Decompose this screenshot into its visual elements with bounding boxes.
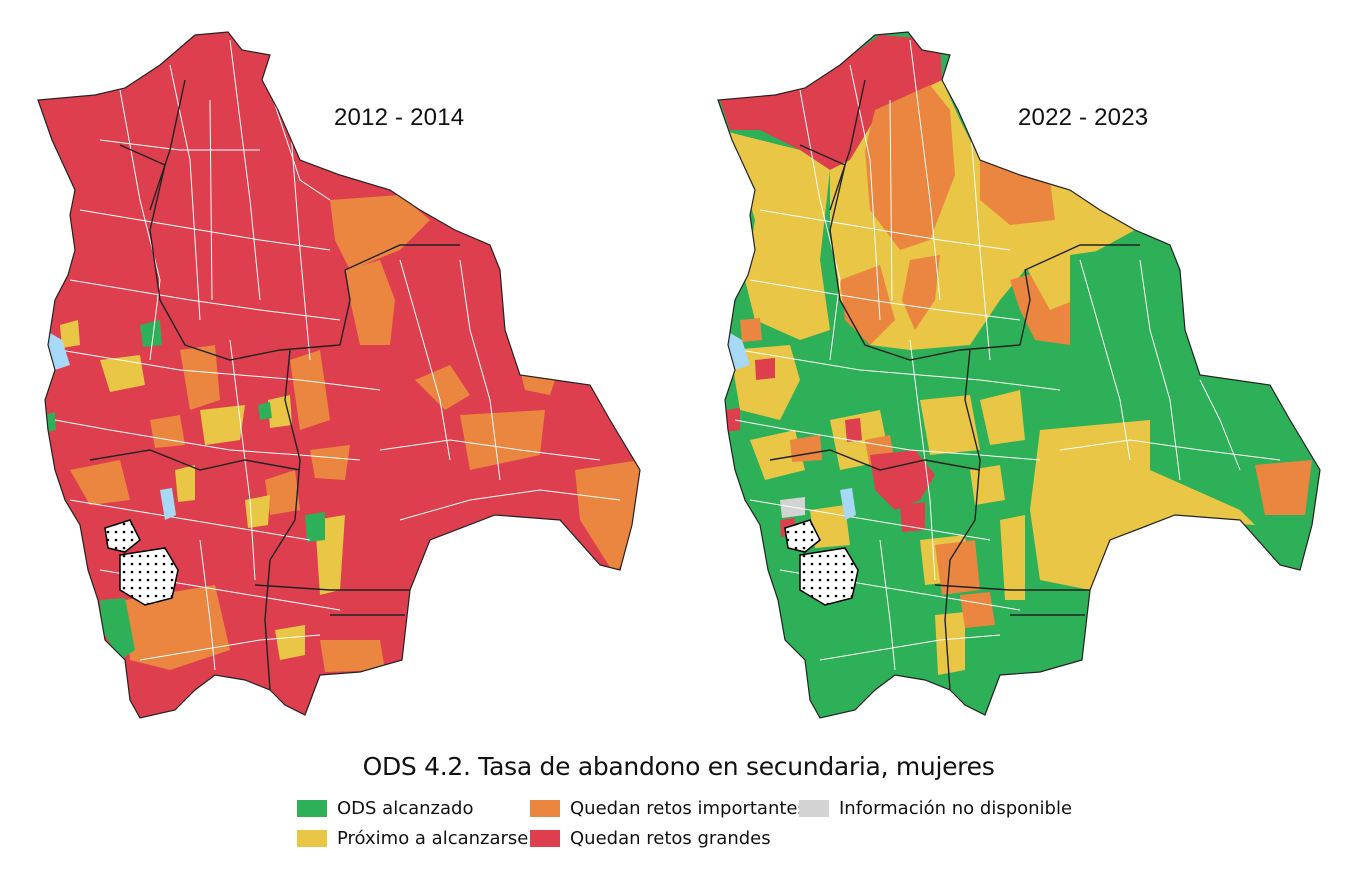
department-borders-right — [769, 79, 1140, 691]
region-orange-east — [1255, 460, 1312, 515]
map-2022-2023: 2022 - 2023 — [680, 0, 1357, 740]
region-yellow-south-2 — [1000, 515, 1025, 600]
legend-item-proximo: Próximo a alcanzarse — [297, 827, 528, 849]
bolivia-outline-left — [38, 32, 640, 718]
region-yellow-5 — [175, 465, 195, 502]
region-yellow-1 — [100, 355, 145, 392]
map-2012-2014-svg — [37, 31, 641, 719]
region-orange-north-4 — [902, 255, 940, 330]
region-orange-14 — [310, 445, 350, 480]
lake-poopo-left — [160, 488, 176, 520]
municipal-lines-left — [54, 39, 621, 671]
region-green-3 — [305, 512, 325, 542]
region-orange-7 — [180, 345, 220, 410]
legend-item-retos-importantes: Quedan retos importantes — [530, 797, 807, 819]
region-yellow-southeast — [1030, 420, 1255, 590]
municipalities-left — [38, 39, 640, 691]
country-border-right — [717, 31, 1321, 719]
legend-label: Quedan retos importantes — [570, 797, 807, 819]
region-orange-4 — [460, 410, 545, 470]
salt-flat-1-left — [104, 519, 141, 553]
salt-flat-1-right — [784, 519, 821, 553]
region-yellow-2 — [200, 405, 245, 445]
region-orange-3 — [415, 365, 470, 410]
legend-label: Próximo a alcanzarse — [337, 827, 529, 849]
region-yellow-center-2 — [920, 395, 980, 455]
region-orange-12 — [265, 470, 300, 515]
legend-item-retos-grandes: Quedan retos grandes — [530, 827, 771, 849]
salt-flat-2-left — [119, 547, 179, 606]
region-yellow-7 — [245, 495, 270, 528]
legend-swatch-gray — [799, 799, 829, 817]
municipalities-right — [718, 35, 1320, 691]
period-label-left: 2012 - 2014 — [334, 104, 465, 131]
region-yellow-center-3 — [980, 390, 1025, 445]
period-label-right: 2022 - 2023 — [1018, 104, 1149, 131]
region-orange-west-1 — [740, 318, 762, 342]
region-orange-11 — [320, 640, 385, 672]
region-orange-8 — [290, 350, 330, 430]
region-green-east — [1070, 245, 1320, 570]
region-red-center-1 — [870, 450, 935, 510]
map-title: ODS 4.2. Tasa de abandono en secundaria,… — [362, 752, 995, 781]
region-orange-center-2 — [935, 540, 980, 595]
region-red-west-1 — [755, 358, 775, 380]
map-2012-2014: 2012 - 2014 — [0, 0, 680, 740]
department-borders-left — [89, 79, 460, 691]
region-orange-6 — [575, 460, 640, 575]
country-border-left — [37, 31, 641, 719]
legend-item-no-disponible: Información no disponible — [799, 797, 1072, 819]
region-red-north — [720, 35, 942, 170]
region-yellow-6 — [275, 625, 305, 660]
region-yellow-8 — [60, 320, 80, 348]
region-orange-13 — [150, 415, 185, 448]
region-yellow-south-1 — [935, 612, 965, 675]
legend-swatch-red — [530, 829, 560, 847]
region-green-1 — [100, 598, 135, 660]
lake-poopo-right — [840, 488, 856, 520]
legend-label: Quedan retos grandes — [570, 827, 771, 849]
region-orange-north-1 — [865, 85, 955, 250]
region-orange-1 — [330, 195, 430, 270]
region-orange-center-3 — [960, 592, 995, 628]
legend-swatch-yellow — [297, 829, 327, 847]
legend-swatch-green — [297, 799, 327, 817]
legend-label: Información no disponible — [839, 797, 1073, 819]
salt-flat-2-right — [799, 547, 859, 606]
region-red-center-2 — [900, 502, 925, 532]
map-2022-2023-svg — [717, 31, 1321, 719]
region-yellow-center-4 — [810, 505, 850, 548]
region-green-2 — [140, 320, 162, 347]
region-orange-9 — [70, 460, 130, 505]
legend-item-ods-alcanzado: ODS alcanzado — [297, 797, 473, 819]
region-orange-2 — [345, 260, 395, 345]
region-yellow-center-6 — [970, 465, 1005, 505]
region-yellow-east-1 — [1025, 255, 1075, 310]
region-green-4 — [258, 402, 272, 420]
legend-label: ODS alcanzado — [337, 797, 474, 819]
region-orange-10 — [125, 585, 230, 670]
municipal-lines-right — [734, 39, 1281, 671]
legend-swatch-orange — [530, 799, 560, 817]
region-red-center-3 — [845, 418, 862, 442]
region-red-west-2 — [725, 408, 740, 432]
